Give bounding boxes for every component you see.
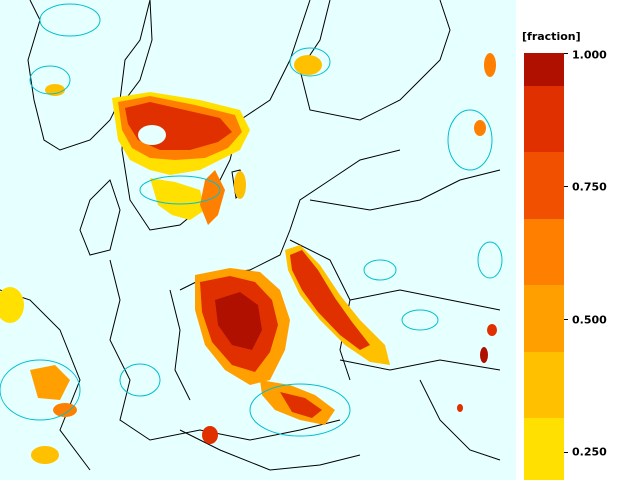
legend-tick-label: 0.500 [572, 313, 607, 327]
field-sweden-south [150, 178, 205, 220]
legend-tick-label: 0.750 [572, 180, 607, 194]
field-east-patch-2 [487, 324, 497, 336]
legend-tick-mark [564, 319, 568, 320]
legend-unit-label: [fraction] [522, 30, 581, 43]
legend-tick-mark [564, 452, 568, 453]
legend-band-4 [524, 219, 564, 285]
border-belarus [349, 289, 501, 311]
border-germany-poland [169, 289, 191, 401]
field-scandinavia-hole [138, 125, 166, 145]
field-west-patch-2 [30, 365, 70, 400]
field-small-south [202, 426, 218, 444]
map-canvas [0, 0, 503, 471]
legend-band-7 [524, 418, 564, 480]
field-baltic-streak-core [290, 250, 370, 350]
field-west-patch-1 [0, 287, 24, 323]
legend-tick-mark [564, 186, 568, 187]
field-west-patch-3 [53, 403, 77, 417]
legend-band-1 [524, 53, 564, 86]
country-borders [0, 0, 501, 471]
border-central [109, 259, 341, 441]
legend-tick-label: 0.250 [572, 445, 607, 459]
border-lake [419, 379, 501, 461]
legend-tick-label: 1.000 [572, 48, 607, 62]
legend-panel: [fraction] 1.000 0.750 0.500 0.250 [516, 0, 640, 480]
coastline-sweden [121, 0, 311, 231]
border-west [0, 289, 91, 471]
fraction-field [0, 53, 497, 464]
field-east-patch-4 [457, 404, 463, 412]
legend-tick-mark [564, 53, 568, 54]
field-gotland [234, 171, 246, 199]
coastline-finland [299, 0, 451, 121]
field-south-cluster-core [280, 392, 322, 418]
field-poland-dark [215, 292, 262, 350]
field-norway-patch [45, 84, 65, 96]
contours [0, 3, 503, 437]
legend-band-5 [524, 285, 564, 352]
field-west-patch-4 [31, 446, 59, 464]
legend-band-6 [524, 352, 564, 418]
coastline-denmark [79, 179, 121, 256]
border-ukraine [339, 359, 501, 371]
legend-color-bar [524, 53, 564, 480]
legend-band-2 [524, 86, 564, 152]
field-east-patch-1 [474, 120, 486, 136]
field-north-patch-1 [294, 55, 322, 75]
field-sweden-east [200, 170, 225, 225]
map-panel[interactable] [0, 0, 516, 480]
legend-band-3 [524, 152, 564, 219]
border-baltic-states [309, 169, 501, 211]
coastline-norway [27, 0, 151, 151]
field-north-patch-2 [484, 53, 496, 77]
field-east-patch-3 [480, 347, 488, 363]
border-south [179, 429, 361, 471]
